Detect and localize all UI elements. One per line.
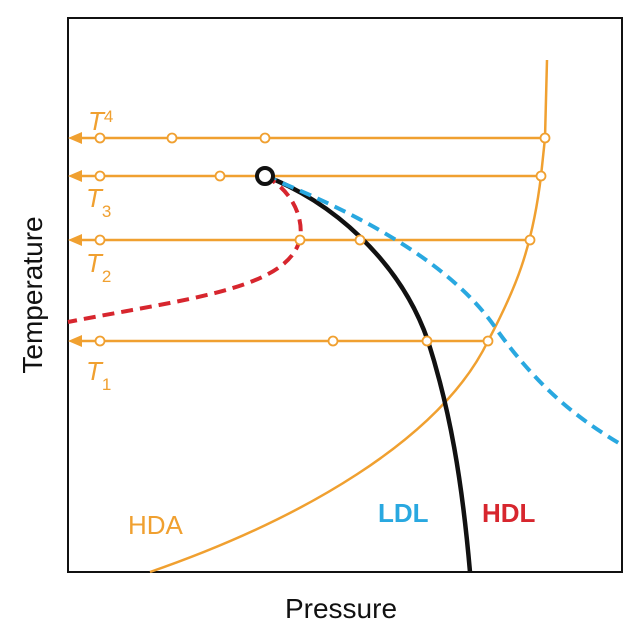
isotherm-label: T3 bbox=[86, 183, 111, 221]
ldl-label: LDL bbox=[378, 498, 429, 528]
subscript: 3 bbox=[102, 202, 111, 221]
isotherm-label: T4 bbox=[88, 106, 113, 136]
subscript: 2 bbox=[102, 267, 111, 286]
ldl-spinodal bbox=[264, 174, 624, 447]
ldl-hdl-line bbox=[264, 173, 473, 573]
subscript: 4 bbox=[104, 107, 113, 126]
subscript: 1 bbox=[102, 375, 111, 394]
hda-label: HDA bbox=[128, 510, 184, 540]
hdl-label: HDL bbox=[482, 498, 536, 528]
state-points bbox=[94, 132, 551, 347]
isotherm-labels: T4 T3 T2 T1 bbox=[86, 106, 113, 394]
hdl-spinodal bbox=[67, 174, 303, 324]
y-axis-label: Temperature bbox=[17, 216, 48, 373]
plot-frame bbox=[67, 17, 623, 573]
isotherm-label: T2 bbox=[86, 248, 111, 286]
isotherm-label: T1 bbox=[86, 356, 111, 394]
symbol: T bbox=[88, 106, 106, 136]
isotherm-lines bbox=[68, 132, 545, 347]
x-axis-label: Pressure bbox=[285, 593, 397, 624]
symbol: T bbox=[86, 356, 104, 386]
hda-boundary bbox=[149, 59, 549, 574]
critical-point bbox=[255, 166, 275, 186]
symbol: T bbox=[86, 248, 104, 278]
arrowheads bbox=[68, 132, 82, 347]
symbol: T bbox=[86, 183, 104, 213]
